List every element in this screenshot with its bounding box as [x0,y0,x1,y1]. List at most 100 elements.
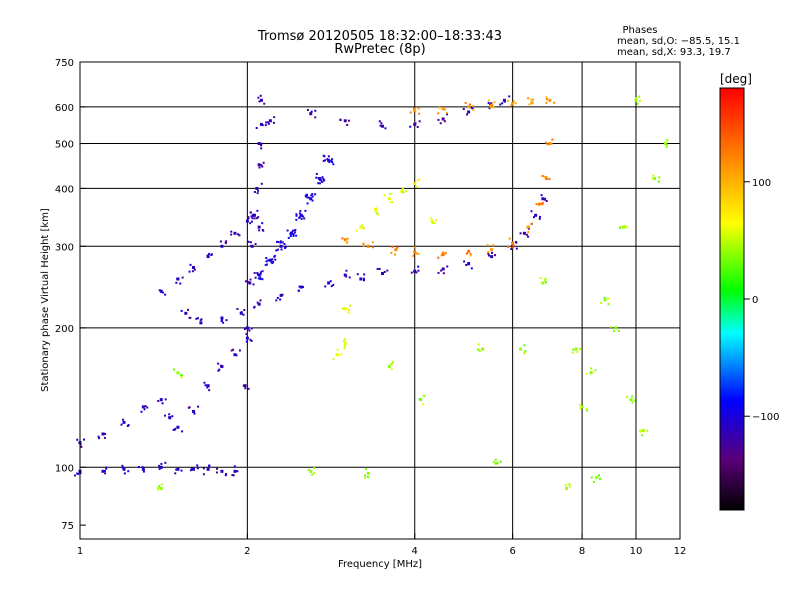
data-point-scatter [590,476,593,479]
data-point-scatter [292,232,295,235]
data-point-scatter [273,116,276,119]
data-point-scatter [469,103,472,106]
data-point [387,365,391,369]
series-10 [409,96,556,115]
data-point-scatter [330,159,333,162]
data-point-scatter [330,158,333,161]
data-point-scatter [341,237,344,240]
data-point-scatter [210,253,213,256]
data-point-scatter [619,226,622,229]
data-point-scatter [314,193,317,196]
data-point-scatter [417,265,420,268]
data-point-scatter [446,113,449,116]
data-point-scatter [298,216,301,219]
data-point-scatter [257,96,260,99]
data-point [257,225,261,229]
data-point-scatter [402,191,405,194]
data-point-scatter [466,113,469,116]
data-point-scatter [245,333,248,336]
data-point-scatter [376,212,379,215]
data-point [255,186,259,190]
data-point-scatter [293,231,296,234]
data-point-scatter [469,253,472,256]
data-point-scatter [196,464,199,467]
data-point-scatter [594,369,597,372]
data-point [233,231,237,235]
data-point-scatter [414,122,417,125]
data-point-scatter [83,438,86,441]
data-point-scatter [413,182,416,185]
data-point-scatter [225,240,228,243]
data-point-scatter [299,210,302,213]
data-point-scatter [290,231,293,234]
data-point-scatter [232,474,235,477]
data-point-scatter [499,103,502,106]
data-point-scatter [314,116,317,119]
data-point-scatter [256,271,259,274]
data-point-scatter [264,124,267,127]
data-point-scatter [545,176,548,179]
data-point-scatter [247,216,250,219]
data-point-scatter [196,317,199,320]
data-point-scatter [617,329,620,332]
data-point-scatter [305,193,308,196]
data-point-scatter [409,111,412,114]
data-point-scatter [249,338,252,341]
data-point-scatter [512,246,515,249]
data-point-scatter [181,276,184,279]
data-point-scatter [216,467,219,470]
data-point-scatter [410,271,413,274]
data-point-scatter [317,177,320,180]
data-point-scatter [412,107,415,110]
data-point-scatter [478,350,481,353]
data-point-scatter [264,264,267,267]
data-point-scatter [265,260,268,263]
data-point-scatter [280,248,283,251]
data-point-scatter [121,464,124,467]
data-points [74,94,669,491]
data-point-scatter [191,270,194,273]
data-point [467,110,471,114]
data-point-scatter [417,269,420,272]
data-point-scatter [232,348,235,351]
data-point-scatter [590,367,593,370]
data-point-scatter [434,222,437,225]
data-point-scatter [347,119,350,122]
data-point-scatter [646,429,649,432]
data-point-scatter [218,368,221,371]
data-point-scatter [317,182,320,185]
data-point-scatter [164,461,167,464]
data-point-scatter [438,106,441,109]
series-0 [74,461,239,477]
data-point-scatter [491,251,494,254]
data-point-scatter [248,329,251,332]
data-point-scatter [638,95,641,98]
data-point-scatter [140,410,143,413]
data-point-scatter [665,145,668,148]
data-point [141,405,145,409]
data-point-scatter [465,252,468,255]
data-point-scatter [362,226,365,229]
data-point-scatter [326,158,329,161]
data-point-scatter [512,100,515,103]
data-point-scatter [585,372,588,375]
data-point [541,281,545,285]
data-point [159,486,163,490]
data-point [511,241,515,245]
data-point-scatter [257,216,260,219]
data-point-scatter [160,462,163,465]
data-point-scatter [487,252,490,255]
x-tick-label-10: 10 [630,546,643,557]
data-point-scatter [143,408,146,411]
data-point-scatter [565,487,568,490]
data-point-scatter [195,317,198,320]
data-point-scatter [265,121,268,124]
data-point [343,238,347,242]
data-point-scatter [256,209,259,212]
data-point [441,251,445,255]
data-point-scatter [247,240,250,243]
data-point-scatter [76,438,79,441]
data-point-scatter [444,252,447,255]
x-tick-label-12: 12 [674,546,687,557]
data-point-scatter [530,222,533,225]
